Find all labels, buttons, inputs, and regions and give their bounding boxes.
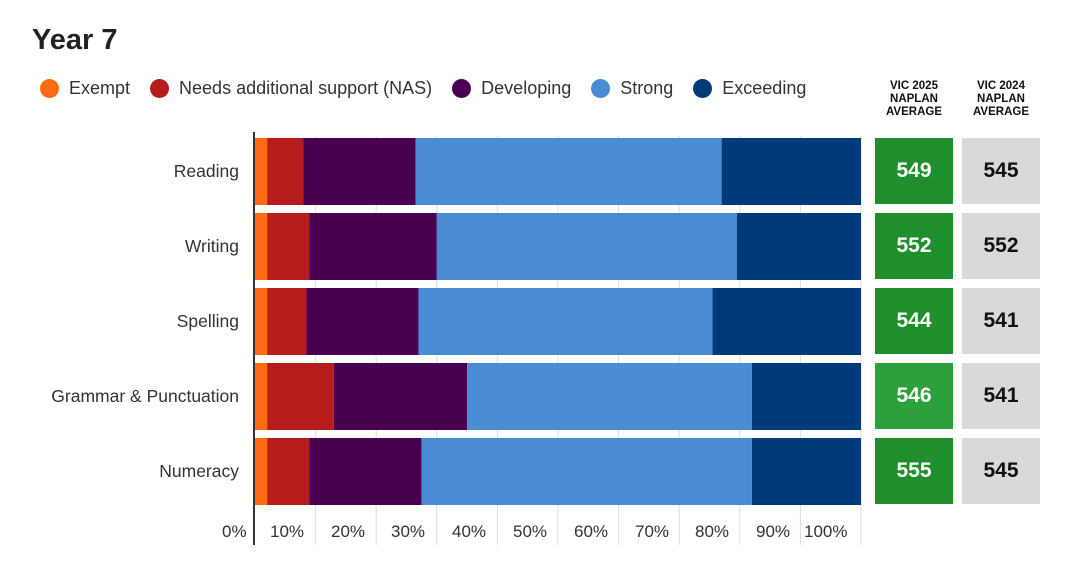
bar-strong-0 — [415, 138, 722, 205]
bar-developing-2 — [306, 288, 419, 355]
x-tick-label: 60% — [574, 522, 609, 541]
bar-exceeding-3 — [751, 363, 861, 430]
legend-label-exceeding: Exceeding — [722, 77, 807, 98]
bar-exceeding-4 — [751, 438, 861, 505]
legend-item-strong: Strong — [591, 78, 673, 99]
bar-exempt-3 — [255, 363, 268, 430]
legend-swatch-developing — [452, 78, 472, 98]
vic-2024-average: 545 — [962, 438, 1040, 504]
bar-developing-0 — [303, 138, 416, 205]
bar-strong-2 — [418, 288, 713, 355]
bar-strong-1 — [436, 213, 737, 280]
vic-2025-average: 549 — [875, 138, 953, 204]
legend-label-nas: Needs additional support (NAS) — [179, 77, 433, 98]
bar-exceeding-1 — [736, 213, 861, 280]
bar-developing-4 — [309, 438, 422, 505]
legend-swatch-exceeding — [693, 78, 713, 98]
x-tick-label: 80% — [695, 522, 730, 541]
legend-item-developing: Developing — [452, 78, 571, 99]
legend-item-exceeding: Exceeding — [693, 78, 806, 99]
vic-2024-average: 541 — [962, 288, 1040, 354]
legend-swatch-nas — [150, 78, 170, 98]
legend-label-developing: Developing — [481, 77, 572, 98]
bar-nas-3 — [267, 363, 334, 430]
bar-nas-0 — [267, 138, 304, 205]
x-tick-label: 40% — [452, 522, 487, 541]
bar-developing-3 — [333, 363, 468, 430]
legend-swatch-strong — [591, 78, 611, 98]
bar-nas-2 — [267, 288, 307, 355]
legend-label-strong: Strong — [620, 77, 674, 98]
x-tick-label: 90% — [756, 522, 791, 541]
x-tick-label: 20% — [331, 522, 366, 541]
x-tick-label: 50% — [513, 522, 548, 541]
legend: Exempt Needs additional support (NAS) De… — [40, 76, 826, 100]
legend-item-nas: Needs additional support (NAS) — [150, 78, 432, 99]
legend-label-exempt: Exempt — [69, 77, 131, 98]
bar-strong-4 — [421, 438, 752, 505]
bar-nas-4 — [267, 438, 310, 505]
bar-exempt-0 — [255, 138, 268, 205]
x-tick-label: 10% — [270, 522, 305, 541]
x-tick-label: 100% — [804, 522, 848, 541]
bar-exempt-2 — [255, 288, 268, 355]
x-tick-label: 30% — [391, 522, 426, 541]
vic-2025-average: 555 — [875, 438, 953, 504]
vic-2024-average: 541 — [962, 363, 1040, 429]
bar-exceeding-0 — [721, 138, 861, 205]
legend-item-exempt: Exempt — [40, 78, 130, 99]
bar-strong-3 — [467, 363, 752, 430]
vic-2025-average: 546 — [875, 363, 953, 429]
vic-2025-average: 544 — [875, 288, 953, 354]
category-label: Writing — [184, 235, 239, 256]
bar-exempt-4 — [255, 438, 268, 505]
legend-swatch-exempt — [40, 78, 59, 98]
category-label: Grammar & Punctuation — [51, 385, 239, 406]
bar-developing-1 — [309, 213, 437, 280]
bar-exempt-1 — [255, 213, 268, 280]
vic-2024-heading: VIC 2024 NAPLAN AVERAGE — [972, 80, 1030, 118]
category-label: Reading — [173, 160, 239, 181]
vic-2024-average: 552 — [962, 213, 1040, 279]
vic-2025-average: 552 — [875, 213, 953, 279]
vic-2024-average: 545 — [962, 138, 1040, 204]
bar-exceeding-2 — [712, 288, 861, 355]
vic-2025-heading: VIC 2025 NAPLAN AVERAGE — [885, 80, 943, 118]
category-label: Spelling — [176, 310, 239, 331]
bar-nas-1 — [267, 213, 310, 280]
x-tick-label: 0% — [222, 522, 247, 541]
x-tick-label: 70% — [635, 522, 670, 541]
chart-title: Year 7 — [32, 24, 118, 56]
category-label: Numeracy — [159, 460, 239, 481]
